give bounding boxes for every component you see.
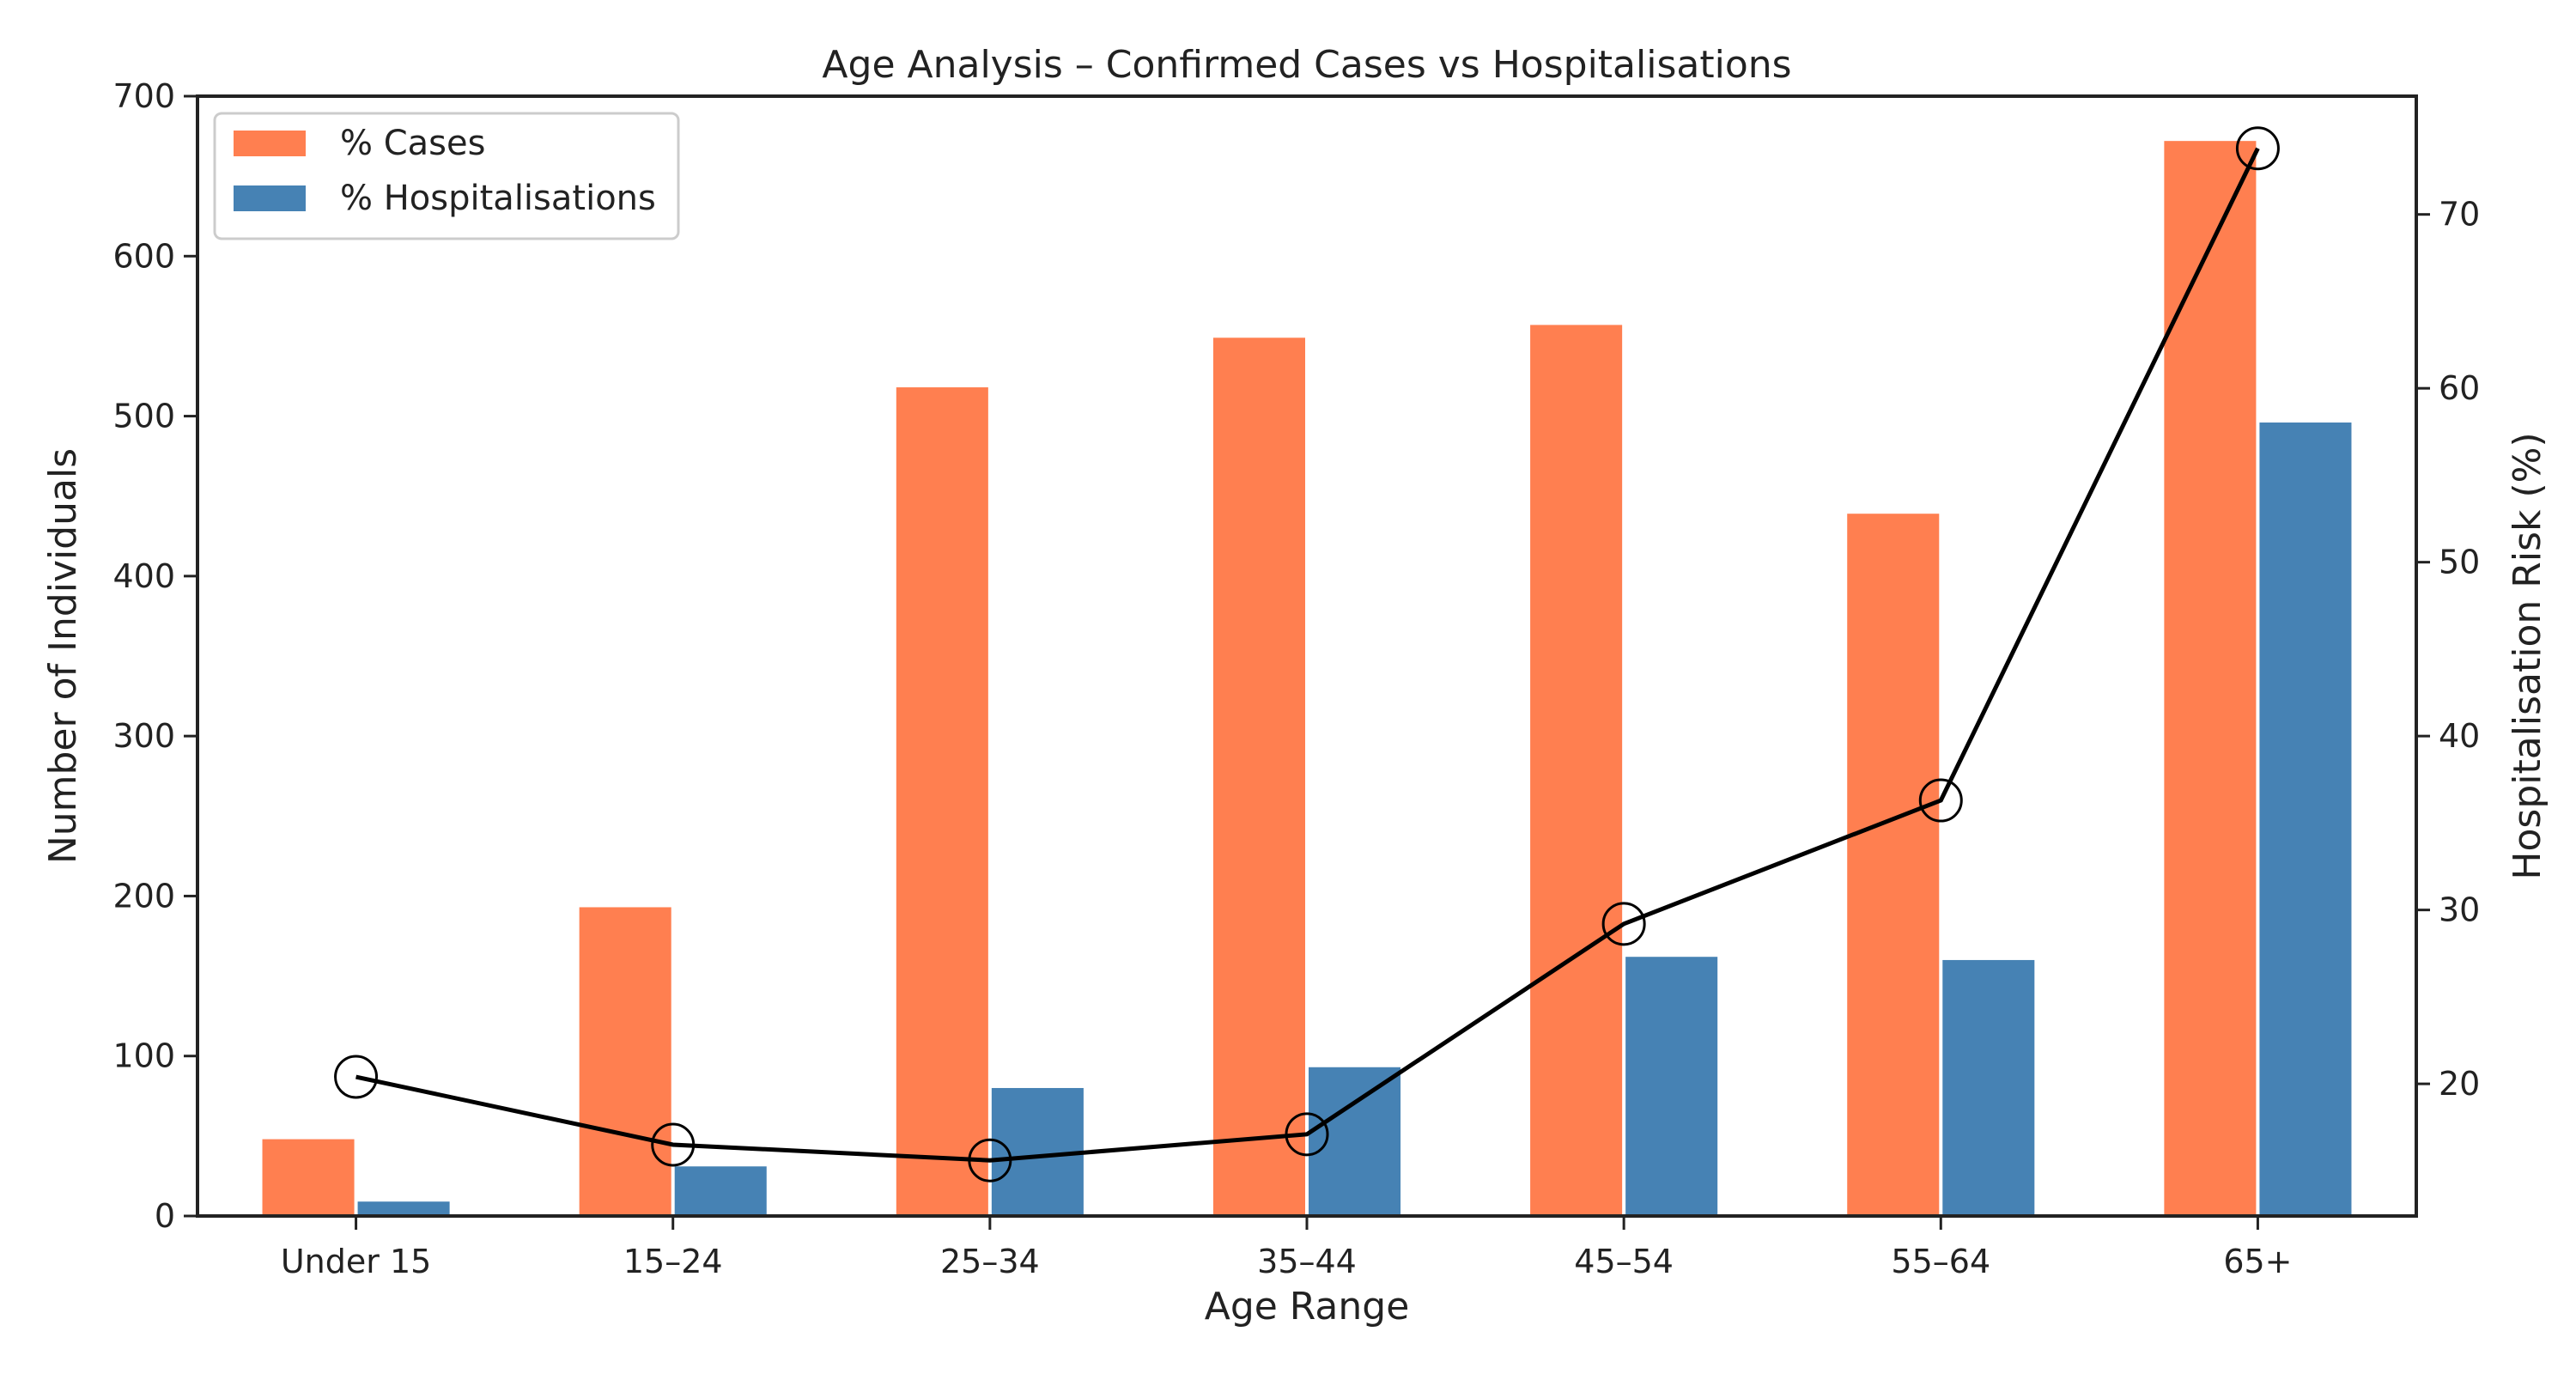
risk-marker-4: [1601, 902, 1646, 946]
y2-tick-label-5: 70: [2439, 196, 2480, 234]
cases-bar-5: [1847, 514, 1940, 1216]
cases-bar-1: [579, 907, 671, 1216]
risk-marker-1: [651, 1122, 696, 1167]
cases-bar-6: [2164, 141, 2257, 1216]
risk-marker-5: [1918, 778, 1963, 823]
cases-bar-4: [1530, 325, 1623, 1217]
right-y-axis: 20 30 40 50 60 70: [2416, 196, 2480, 1103]
risk-line: [355, 147, 2260, 1163]
legend-swatch-0: [234, 131, 306, 156]
risk-line-layer: [334, 126, 2280, 1182]
y-tick-label-7: 700: [112, 77, 175, 115]
hospitalisations-bar-4: [1625, 957, 1718, 1216]
hospitalisations-bar-6: [2259, 423, 2352, 1217]
y-tick-label-5: 500: [112, 398, 175, 435]
hospitalisations-bar-3: [1309, 1067, 1401, 1216]
risk-marker-2: [968, 1138, 1012, 1182]
cases-bar-0: [262, 1139, 355, 1216]
hospitalisations-bar-0: [357, 1201, 450, 1216]
risk-marker-0: [334, 1055, 379, 1099]
y2-axis-label: Hospitalisation Risk (%): [2506, 432, 2549, 879]
legend-label-0: % Cases: [340, 124, 485, 163]
left-y-axis: 0 100 200 300 400 500 600 700: [112, 77, 197, 1235]
x-tick-label-5: 55–64: [1891, 1243, 1990, 1280]
legend-box: [213, 112, 680, 240]
x-tick-label-6: 65+: [2223, 1243, 2292, 1280]
x-tick-label-0: Under 15: [281, 1243, 431, 1280]
legend: % Cases % Hospitalisations: [213, 112, 680, 240]
y2-tick-label-4: 60: [2439, 369, 2480, 407]
y-tick-label-3: 300: [112, 717, 175, 755]
bars-layer: [262, 141, 2352, 1217]
hospitalisations-bar-1: [674, 1166, 767, 1216]
y2-tick-label-1: 30: [2439, 891, 2480, 929]
y-tick-label-6: 600: [112, 237, 175, 275]
y2-tick-label-3: 50: [2439, 544, 2480, 581]
y2-tick-label-0: 20: [2439, 1065, 2480, 1103]
legend-label-1: % Hospitalisations: [340, 179, 656, 218]
x-axis: Under 15 15–24 25–34 35–44 45–54 55–64 65+: [281, 1216, 2293, 1280]
cases-bar-3: [1212, 337, 1305, 1216]
y-tick-label-1: 100: [112, 1037, 175, 1075]
y-tick-label-2: 200: [112, 877, 175, 915]
y-tick-label-4: 400: [112, 557, 175, 595]
chart-title: Age Analysis – Confirmed Cases vs Hospit…: [822, 43, 1791, 87]
risk-marker-3: [1285, 1112, 1329, 1157]
hospitalisations-bar-5: [1942, 959, 2035, 1216]
x-tick-label-1: 15–24: [623, 1243, 723, 1280]
risk-marker-6: [2235, 126, 2280, 171]
y-axis-label: Number of Individuals: [41, 448, 85, 864]
x-tick-label-4: 45–54: [1574, 1243, 1674, 1280]
legend-swatch-1: [234, 185, 306, 211]
x-axis-label: Age Range: [1205, 1285, 1410, 1328]
y2-tick-label-2: 40: [2439, 717, 2480, 755]
cases-bar-2: [896, 387, 988, 1216]
y-tick-label-0: 0: [155, 1197, 175, 1235]
x-tick-label-3: 35–44: [1257, 1243, 1357, 1280]
x-tick-label-2: 25–34: [940, 1243, 1040, 1280]
